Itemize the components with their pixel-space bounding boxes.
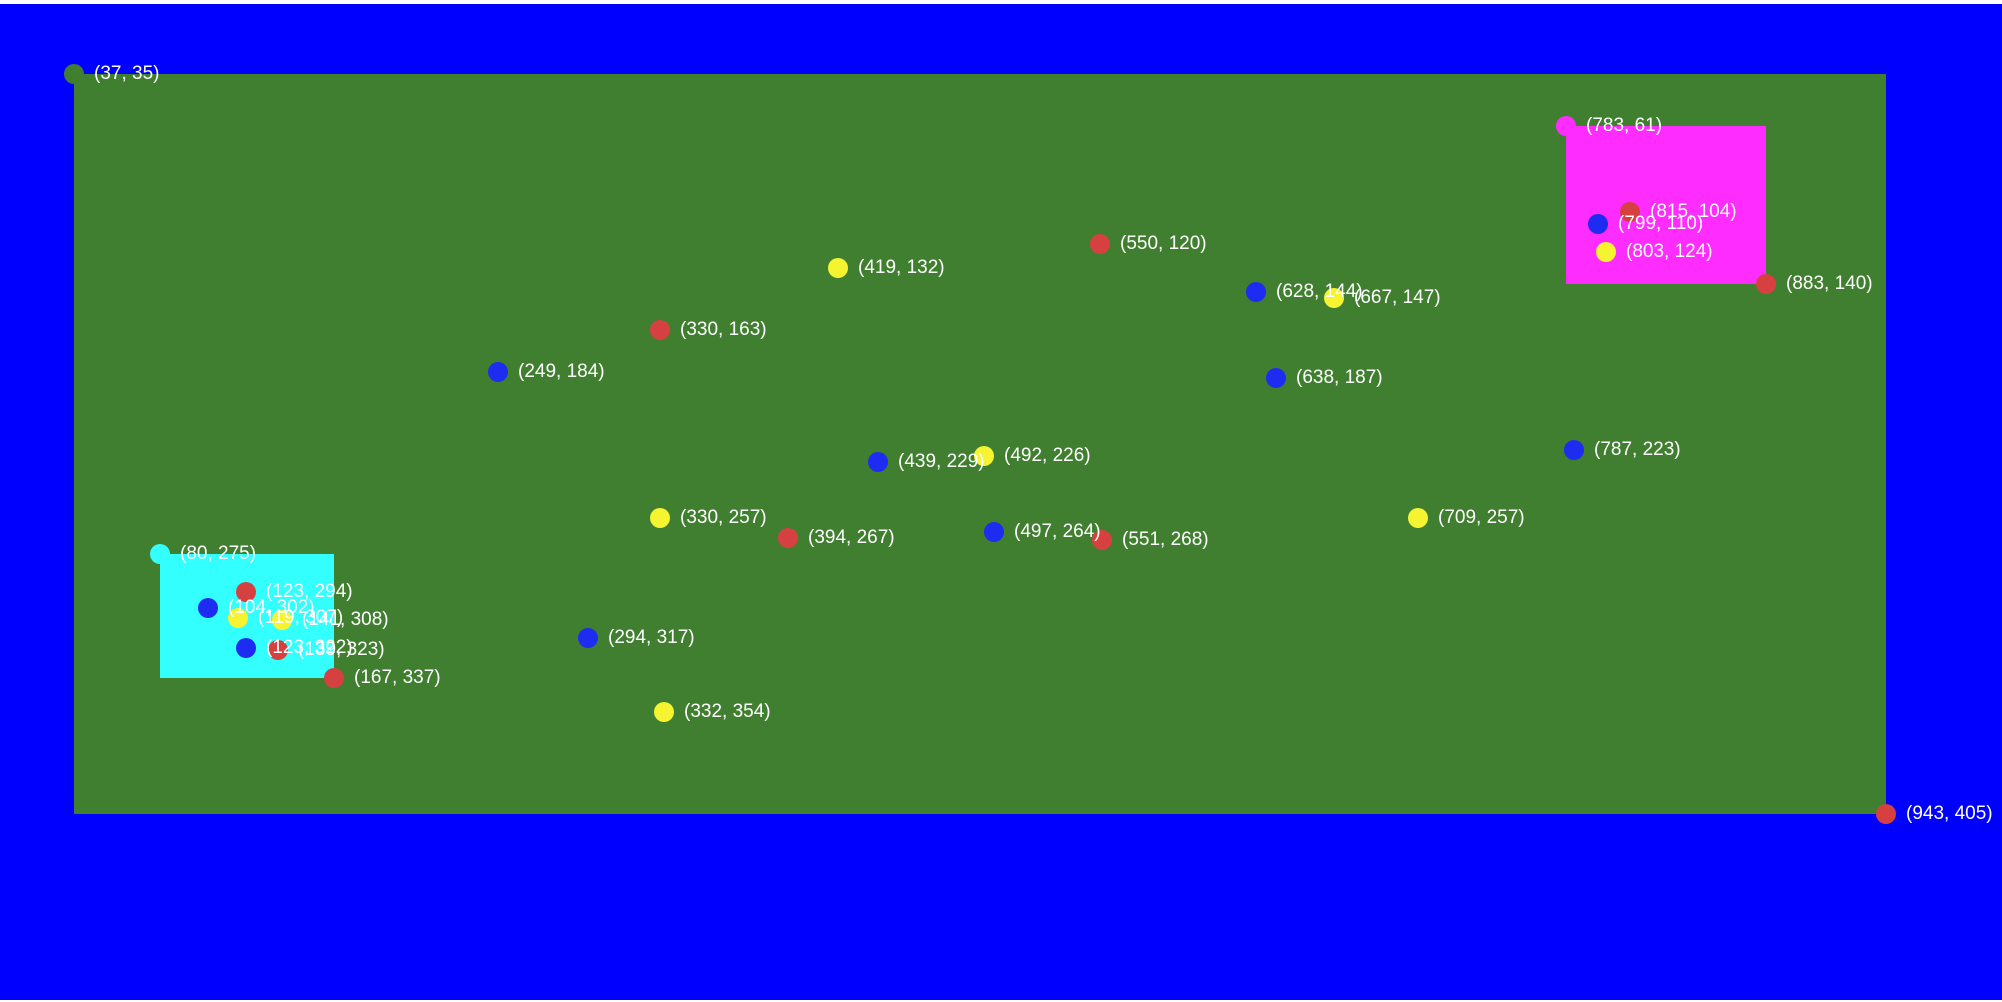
- point-label: (550, 120): [1120, 233, 1207, 254]
- point-label: (783, 61): [1586, 115, 1663, 136]
- point-label: (123, 322): [266, 637, 353, 658]
- point-label: (667, 147): [1354, 287, 1441, 308]
- point-label: (943, 405): [1906, 803, 1993, 824]
- point-marker: [1756, 274, 1776, 294]
- point-marker: [1092, 530, 1112, 550]
- point-marker: [268, 640, 288, 660]
- diagram-canvas: (37, 35) (943, 405) (783, 61) (883, 140) (81…: [0, 4, 2002, 1000]
- point-marker: [650, 320, 670, 340]
- point-label: (638, 187): [1296, 367, 1383, 388]
- point-marker: [1246, 282, 1266, 302]
- point-label: (787, 223): [1594, 439, 1681, 460]
- point-label: (419, 132): [858, 257, 945, 278]
- point-marker: [236, 582, 256, 602]
- point-marker: [488, 362, 508, 382]
- point-marker: [1596, 242, 1616, 262]
- point-label: (497, 264): [1014, 521, 1101, 542]
- point-label: (80, 275): [180, 543, 257, 564]
- point-label: (799, 110): [1618, 213, 1704, 234]
- point-marker: [1876, 804, 1896, 824]
- point-label: (439, 229): [898, 451, 985, 472]
- point-marker: [150, 544, 170, 564]
- point-label: (332, 354): [684, 701, 771, 722]
- point-marker: [64, 64, 84, 84]
- point-marker: [1324, 288, 1344, 308]
- point-marker: [198, 598, 218, 618]
- point-label: (394, 267): [808, 527, 895, 548]
- point-marker: [272, 610, 292, 630]
- point-label: (139, 323): [298, 639, 385, 660]
- point-label: (883, 140): [1786, 273, 1873, 294]
- point-marker: [974, 446, 994, 466]
- point-marker: [324, 668, 344, 688]
- point-marker: [1556, 116, 1576, 136]
- point-marker: [778, 528, 798, 548]
- point-marker: [1408, 508, 1428, 528]
- point-label: (141, 308): [302, 609, 389, 630]
- point-marker: [654, 702, 674, 722]
- point-label: (167, 337): [354, 667, 441, 688]
- point-label: (330, 163): [680, 319, 767, 340]
- point-marker: [236, 638, 256, 658]
- point-label: (628, 144): [1276, 281, 1363, 302]
- point-marker: [228, 608, 248, 628]
- point-label: (492, 226): [1004, 445, 1091, 466]
- point-marker: [868, 452, 888, 472]
- point-marker: [650, 508, 670, 528]
- point-label: (709, 257): [1438, 507, 1525, 528]
- point-marker: [1564, 440, 1584, 460]
- point-label: (37, 35): [94, 63, 160, 84]
- point-label: (803, 124): [1626, 241, 1713, 262]
- point-marker: [984, 522, 1004, 542]
- point-label: (330, 257): [680, 507, 767, 528]
- point-marker: [1588, 214, 1608, 234]
- point-label: (249, 184): [518, 361, 605, 382]
- point-marker: [828, 258, 848, 278]
- point-marker: [1266, 368, 1286, 388]
- point-label: (123, 294): [266, 581, 353, 602]
- point-marker: [578, 628, 598, 648]
- point-marker: [1620, 202, 1640, 222]
- point-label: (294, 317): [608, 627, 695, 648]
- point-label: (119, 307): [258, 607, 344, 628]
- point-label: (815, 104): [1650, 201, 1737, 222]
- point-label: (551, 268): [1122, 529, 1209, 550]
- point-label: (104, 302): [228, 597, 315, 618]
- point-marker: [1090, 234, 1110, 254]
